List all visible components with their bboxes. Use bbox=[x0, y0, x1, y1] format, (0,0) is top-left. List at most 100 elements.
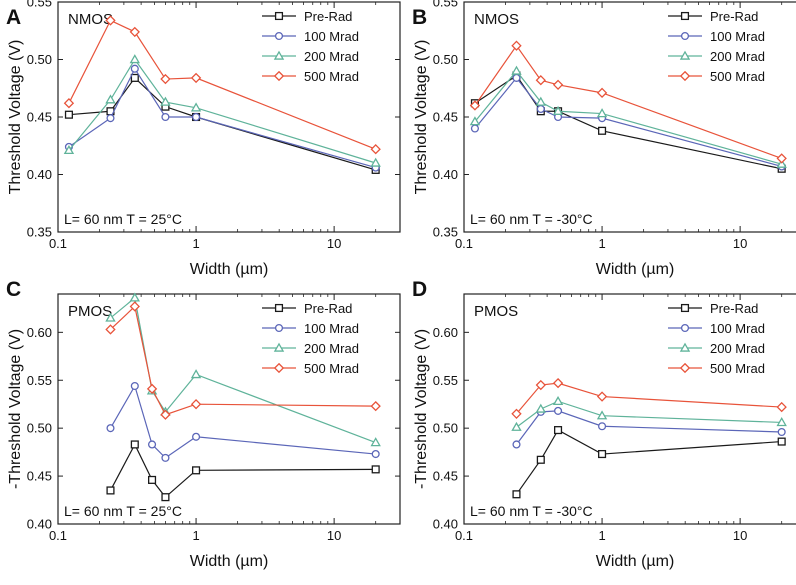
x-axis-title: Width (µm) bbox=[596, 553, 675, 570]
data-point bbox=[552, 395, 564, 406]
data-point bbox=[148, 440, 157, 449]
chart-panel-d: D 0.40 0.45 0.50 0.55 0.60 0.1 1 10 Width (µm) -Th… bbox=[412, 278, 796, 570]
x-axis-title: Width (µm) bbox=[190, 261, 269, 278]
data-point bbox=[511, 408, 522, 419]
data-point bbox=[536, 104, 545, 113]
data-point bbox=[190, 369, 202, 379]
x-tick-label: 1 bbox=[192, 528, 199, 543]
legend-label: Pre-Rad bbox=[710, 301, 758, 316]
data-point bbox=[511, 40, 522, 51]
data-point bbox=[511, 421, 522, 431]
data-point bbox=[776, 158, 787, 168]
y-tick-label: 0.40 bbox=[433, 517, 458, 532]
data-point bbox=[596, 108, 608, 118]
x-tick-label: 1 bbox=[598, 236, 605, 251]
legend-label: 500 Mrad bbox=[710, 361, 765, 376]
series-pre-rad bbox=[470, 71, 786, 173]
legend-entry: 200 Mrad bbox=[262, 49, 359, 64]
legend-marker bbox=[680, 323, 690, 333]
legend-label: 100 Mrad bbox=[710, 29, 765, 44]
data-point bbox=[106, 486, 115, 495]
plot-frame bbox=[57, 293, 401, 525]
data-point bbox=[512, 440, 521, 449]
data-point bbox=[129, 54, 141, 64]
data-point bbox=[146, 383, 158, 395]
series-200-mrad bbox=[469, 65, 787, 168]
y-axis-title: -Threshold Voltage (V) bbox=[7, 329, 24, 489]
data-point bbox=[129, 292, 141, 302]
data-point bbox=[469, 116, 481, 126]
y-tick-label: 0.35 bbox=[27, 225, 52, 240]
legend-entry: 100 Mrad bbox=[262, 29, 359, 44]
condition-annotation: L= 60 nm T = -30°C bbox=[470, 503, 593, 519]
data-point bbox=[105, 312, 116, 322]
series-200-mrad bbox=[511, 395, 787, 431]
data-point bbox=[160, 73, 171, 85]
legend-marker bbox=[680, 31, 690, 41]
data-point bbox=[370, 437, 381, 447]
y-axis-title: Threshold Voltage (V) bbox=[7, 40, 24, 195]
data-point bbox=[512, 73, 521, 82]
y-axis-title: Threshold Voltage (V) bbox=[413, 40, 430, 195]
data-point bbox=[554, 406, 563, 415]
data-point bbox=[148, 475, 157, 484]
legend-label: 200 Mrad bbox=[710, 49, 765, 64]
series-200-mrad bbox=[63, 54, 381, 167]
data-point bbox=[535, 403, 547, 413]
y-tick-label: 0.50 bbox=[27, 52, 52, 67]
y-tick-label: 0.55 bbox=[433, 373, 458, 388]
data-point bbox=[130, 73, 139, 82]
legend-marker bbox=[274, 11, 284, 21]
chart-panel-a: A 0.35 0.40 0.45 0.50 0.55 0.1 1 10 Width (µm) Thr… bbox=[6, 0, 401, 278]
y-tick-label: 0.40 bbox=[433, 167, 458, 182]
y-tick-label: 0.40 bbox=[27, 167, 52, 182]
data-point bbox=[598, 422, 607, 431]
y-tick-label: 0.35 bbox=[433, 225, 458, 240]
plot-frame bbox=[463, 293, 796, 525]
series-500-mrad bbox=[63, 15, 381, 155]
condition-annotation: L= 60 nm T = 25°C bbox=[64, 503, 182, 519]
legend-marker bbox=[680, 11, 690, 21]
y-tick-label: 0.55 bbox=[27, 0, 52, 10]
data-point bbox=[106, 114, 115, 123]
series-line bbox=[474, 44, 782, 159]
data-point bbox=[105, 94, 116, 104]
y-tick-label: 0.55 bbox=[433, 0, 458, 10]
x-tick-label: 10 bbox=[327, 236, 341, 251]
data-point bbox=[777, 427, 786, 437]
series-line bbox=[110, 305, 376, 416]
legend-entry: Pre-Rad bbox=[262, 301, 352, 316]
x-tick-label: 0.1 bbox=[49, 528, 67, 543]
data-point bbox=[129, 301, 140, 312]
legend-marker bbox=[274, 323, 284, 333]
data-point bbox=[190, 72, 202, 84]
legend-label: 100 Mrad bbox=[710, 321, 765, 336]
data-point bbox=[470, 124, 479, 133]
legend-marker bbox=[679, 342, 691, 352]
data-point bbox=[161, 112, 170, 122]
data-point bbox=[596, 391, 608, 402]
legend-entry: 100 Mrad bbox=[668, 321, 765, 336]
x-tick-label: 10 bbox=[327, 528, 341, 543]
x-tick-label: 0.1 bbox=[455, 528, 473, 543]
data-point bbox=[63, 144, 75, 155]
legend-entry: 500 Mrad bbox=[668, 361, 765, 376]
legend-marker bbox=[680, 303, 690, 313]
series-100-mrad bbox=[470, 73, 786, 171]
data-point bbox=[536, 455, 545, 464]
y-tick-label: 0.55 bbox=[27, 373, 52, 388]
device-label: NMOS bbox=[474, 11, 519, 28]
legend-label: 500 Mrad bbox=[304, 361, 359, 376]
device-label: PMOS bbox=[68, 303, 112, 320]
y-tick-label: 0.60 bbox=[27, 325, 52, 340]
data-point bbox=[552, 377, 564, 389]
data-point bbox=[776, 401, 787, 413]
data-point bbox=[598, 126, 607, 135]
x-axis-title: Width (µm) bbox=[596, 261, 675, 278]
data-point bbox=[370, 157, 381, 167]
series-500-mrad bbox=[469, 40, 787, 164]
legend-marker bbox=[273, 50, 285, 60]
data-point bbox=[552, 79, 564, 90]
